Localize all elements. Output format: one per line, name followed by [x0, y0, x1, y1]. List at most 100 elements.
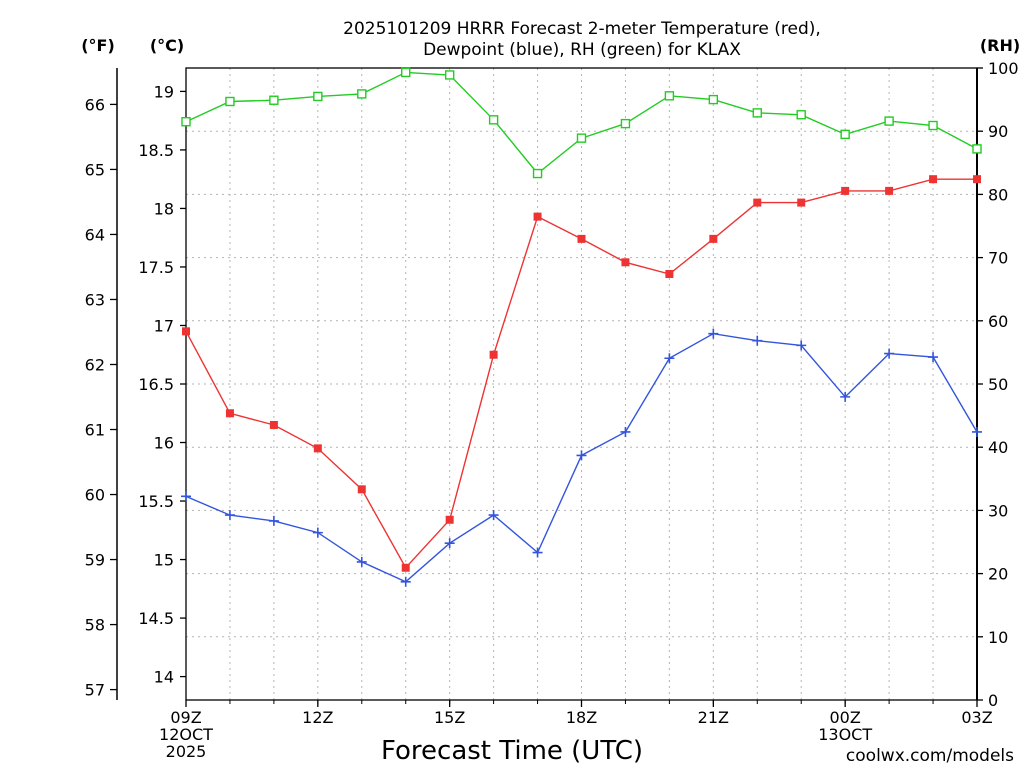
temperature-point	[753, 198, 762, 207]
rh-point	[225, 96, 235, 107]
x-axis-label: Forecast Time (UTC)	[381, 736, 643, 766]
dewpoint-point	[840, 391, 851, 402]
rh-point	[576, 133, 587, 143]
dewpoint-point	[620, 426, 631, 437]
dewpoint-series	[181, 328, 982, 587]
dewpoint-point	[664, 353, 675, 364]
rh-tick-label: 20	[988, 565, 1008, 584]
temperature-point	[445, 515, 454, 524]
celsius-tick-label: 16	[154, 434, 174, 453]
rh-point	[532, 168, 543, 179]
rh-tick-label: 40	[988, 438, 1008, 457]
x-tick-label: 2025	[166, 742, 207, 761]
x-tick-label: 12OCT	[159, 725, 213, 744]
temperature-point	[577, 234, 586, 243]
fahrenheit-tick-label: 66	[85, 95, 105, 114]
rh-tick-label: 0	[988, 691, 998, 710]
celsius-tick-label: 16.5	[138, 375, 174, 394]
celsius-tick-label: 14.5	[138, 609, 174, 628]
fahrenheit-tick-label: 61	[85, 421, 105, 440]
title-line-1: 2025101209 HRRR Forecast 2-meter Tempera…	[343, 19, 821, 39]
rh-point	[401, 67, 411, 78]
temperature-point	[621, 258, 630, 267]
rh-point	[884, 116, 894, 126]
credit-text: coolwx.com/models	[846, 746, 1014, 766]
rh-point	[488, 115, 499, 125]
temperature-point	[885, 186, 894, 195]
rh-point	[313, 91, 323, 102]
dewpoint-point	[884, 348, 895, 359]
x-tick-label: 13OCT	[818, 725, 872, 744]
dewpoint-point	[532, 547, 543, 558]
temperature-point	[401, 563, 410, 572]
x-tick-label: 12Z	[302, 708, 333, 727]
rh-tick-label: 90	[988, 122, 1008, 141]
fahrenheit-tick-label: 63	[85, 290, 105, 309]
dewpoint-point	[972, 426, 982, 437]
axes: 57 58 59 60 61 62 63 64 65 66 14 14.5 15 15.5 16 16.5 17…	[85, 59, 1019, 761]
rh-point	[444, 70, 455, 80]
temperature-point	[225, 409, 234, 418]
rh-point	[664, 91, 675, 101]
fahrenheit-tick-label: 65	[85, 160, 105, 179]
dewpoint-point	[268, 515, 279, 526]
dewpoint-point	[400, 576, 411, 587]
dewpoint-point	[444, 538, 455, 549]
rh-point	[181, 117, 191, 127]
chart-title: 2025101209 HRRR Forecast 2-meter Tempera…	[343, 19, 821, 60]
fahrenheit-tick-label: 62	[85, 355, 105, 374]
x-tick-label: 03Z	[961, 708, 992, 727]
rh-tick-label: 60	[988, 312, 1008, 331]
fahrenheit-tick-label: 58	[85, 616, 105, 635]
dewpoint-point	[752, 335, 763, 346]
celsius-axis-unit: (°C)	[150, 36, 184, 55]
celsius-tick-label: 18	[154, 199, 174, 218]
temperature-point	[709, 234, 718, 243]
celsius-tick-label: 18.5	[138, 141, 174, 160]
temperature-series	[182, 175, 981, 572]
dewpoint-point	[224, 510, 235, 521]
celsius-tick-label: 19	[154, 82, 174, 101]
temperature-point	[182, 327, 190, 336]
temperature-point	[665, 269, 674, 278]
celsius-tick-label: 17	[154, 316, 174, 335]
fahrenheit-tick-label: 64	[85, 225, 105, 244]
temperature-point	[269, 420, 278, 429]
rh-series	[181, 67, 982, 179]
rh-tick-label: 30	[988, 501, 1008, 520]
rh-point	[796, 110, 806, 120]
rh-point	[620, 118, 631, 129]
temperature-point	[313, 444, 322, 453]
dewpoint-point	[796, 340, 807, 351]
temperature-point	[357, 485, 366, 494]
data-series	[181, 67, 982, 587]
rh-point	[269, 95, 279, 105]
rh-point	[928, 120, 938, 131]
dewpoint-point	[488, 510, 499, 521]
rh-tick-label: 10	[988, 628, 1008, 647]
dewpoint-point	[576, 450, 587, 461]
celsius-tick-label: 15	[154, 551, 174, 570]
celsius-tick-label: 15.5	[138, 492, 174, 511]
x-tick-label: 00Z	[830, 708, 861, 727]
temperature-point	[489, 350, 498, 359]
rh-point	[972, 144, 982, 154]
dewpoint-point	[928, 352, 939, 363]
rh-point	[708, 94, 719, 105]
rh-point	[357, 89, 367, 99]
dewpoint-point	[708, 328, 719, 339]
temperature-point	[797, 198, 806, 207]
fahrenheit-axis-unit: (°F)	[81, 36, 115, 55]
dewpoint-point	[312, 527, 323, 538]
rh-point	[752, 108, 762, 118]
dewpoint-point	[356, 556, 367, 567]
x-tick-label: 21Z	[698, 708, 729, 727]
celsius-tick-label: 17.5	[138, 258, 174, 277]
dewpoint-point	[181, 491, 191, 502]
rh-tick-label: 70	[988, 249, 1008, 268]
rh-tick-label: 100	[988, 59, 1019, 78]
x-tick-label: 09Z	[170, 708, 201, 727]
temperature-point	[973, 175, 981, 184]
temperature-point	[533, 212, 542, 221]
